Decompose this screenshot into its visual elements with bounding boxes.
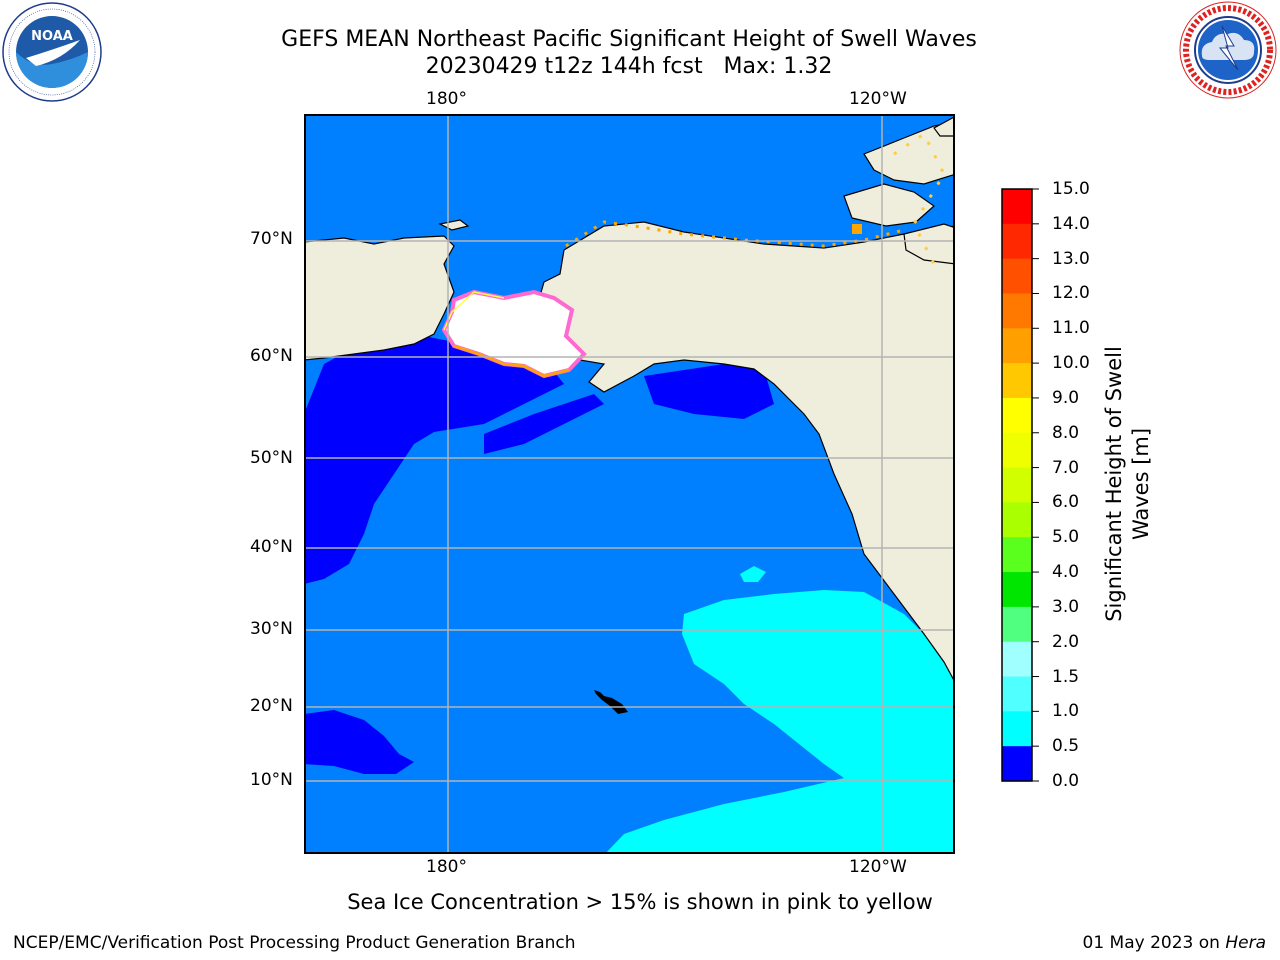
- colorbar-band: [1002, 293, 1032, 329]
- colorbar-tick-label: 3.0: [1052, 596, 1080, 617]
- noaa-logo-text: NOAA: [31, 29, 73, 44]
- colorbar-band: [1002, 258, 1032, 295]
- colorbar-tick-label: 0.0: [1052, 771, 1080, 791]
- land-arctic-island: [863, 121, 954, 185]
- footer-left: NCEP/EMC/Verification Post Processing Pr…: [13, 933, 576, 953]
- ocean-swell-0.0-0.5: [305, 710, 414, 774]
- colorbar-frame: [1001, 188, 1033, 782]
- lon-label-top-120w: 120°W: [849, 89, 907, 109]
- lat-label-40n: 40°N: [250, 537, 293, 557]
- colorbar-tick-label: 7.0: [1052, 457, 1080, 478]
- lat-label-50n: 50°N: [250, 448, 293, 468]
- graticule: [305, 115, 954, 853]
- footer-right: 01 May 2023 on Hera: [1083, 933, 1267, 953]
- colorbar-tick-label: 9.0: [1052, 387, 1080, 408]
- colorbar-tick-label: 2.0: [1052, 631, 1080, 652]
- ocean-swell-0.0-0.5: [305, 334, 564, 584]
- colorbar-band: [1002, 328, 1032, 364]
- colorbar-tick-label: 13.0: [1052, 248, 1090, 269]
- map-frame: [304, 114, 955, 854]
- land-arctic-island: [933, 116, 954, 137]
- lat-label-60n: 60°N: [250, 346, 293, 366]
- colorbar-band: [1002, 676, 1032, 712]
- nws-logo: [1179, 1, 1277, 99]
- colorbar-tick-label: 5.0: [1052, 527, 1080, 548]
- colorbar-tick-label: 14.0: [1052, 213, 1090, 234]
- lon-label-bottom-120w: 120°W: [849, 857, 907, 877]
- footer-machine: Hera: [1225, 933, 1266, 953]
- ocean-swell-1.0-1.5: [605, 590, 954, 853]
- colorbar-tick-label: 11.0: [1052, 318, 1090, 339]
- lon-label-top-180: 180°: [426, 89, 467, 109]
- colorbar-tick-label: 15.0: [1052, 179, 1090, 199]
- lat-label-30n: 30°N: [250, 619, 293, 639]
- chart-title: GEFS MEAN Northeast Pacific Significant …: [281, 27, 977, 52]
- colorbar-tick-label: 6.0: [1052, 492, 1080, 513]
- colorbar-band: [1002, 432, 1032, 469]
- colorbar-tick-label: 8.0: [1052, 422, 1080, 443]
- ocean-swell-1.0-1.5: [740, 566, 766, 582]
- land-arctic-island: [843, 183, 935, 227]
- lat-label-20n: 20°N: [250, 696, 293, 716]
- colorbar-band: [1002, 746, 1032, 782]
- land-hawaii: [594, 690, 628, 714]
- ocean-swell-0.0-0.5: [484, 394, 604, 454]
- colorbar-tick-label: 1.5: [1052, 666, 1080, 687]
- colorbar-label-line1: Significant Height of Swell: [1102, 346, 1126, 622]
- colorbar-tick-label: 1.0: [1052, 701, 1080, 722]
- land-arctic-island: [903, 223, 954, 265]
- footer-date: 01 May 2023 on: [1082, 933, 1226, 953]
- sea-ice-bering: [444, 292, 584, 376]
- colorbar: [1001, 188, 1039, 782]
- colorbar-band: [1002, 711, 1032, 747]
- colorbar-band: [1002, 606, 1032, 643]
- ocean-swell-0.0-0.5: [644, 364, 774, 419]
- sea-ice-arctic-coast: [565, 220, 905, 248]
- colorbar-band: [1002, 363, 1032, 399]
- colorbar-tick-label: 12.0: [1052, 283, 1090, 304]
- colorbar-tick-label: 0.5: [1052, 736, 1080, 757]
- colorbar-tick-label: 4.0: [1052, 562, 1080, 583]
- colorbar-band: [1002, 641, 1032, 678]
- colorbar-band: [1002, 467, 1032, 504]
- map-panel: [304, 114, 955, 854]
- chart-subtitle: 20230429 t12z 144h fcst Max: 1.32: [425, 54, 833, 79]
- colorbar-band: [1002, 572, 1032, 608]
- colorbar-band: [1002, 537, 1032, 573]
- colorbar-band: [1002, 189, 1032, 225]
- lon-label-bottom-180: 180°: [426, 857, 467, 877]
- colorbar-band: [1002, 502, 1032, 538]
- lat-label-10n: 10°N: [250, 770, 293, 790]
- sea-ice-note: Sea Ice Concentration > 15% is shown in …: [347, 890, 933, 914]
- colorbar-label-line2: Waves [m]: [1129, 427, 1153, 541]
- colorbar-band: [1002, 397, 1032, 434]
- lat-label-70n: 70°N: [250, 229, 293, 249]
- noaa-logo: NOAA: [2, 2, 102, 102]
- sea-ice-edge-orange: [453, 344, 570, 378]
- sea-ice-patch: [852, 224, 862, 234]
- colorbar-band: [1002, 223, 1032, 260]
- colorbar-tick-label: 10.0: [1052, 353, 1090, 374]
